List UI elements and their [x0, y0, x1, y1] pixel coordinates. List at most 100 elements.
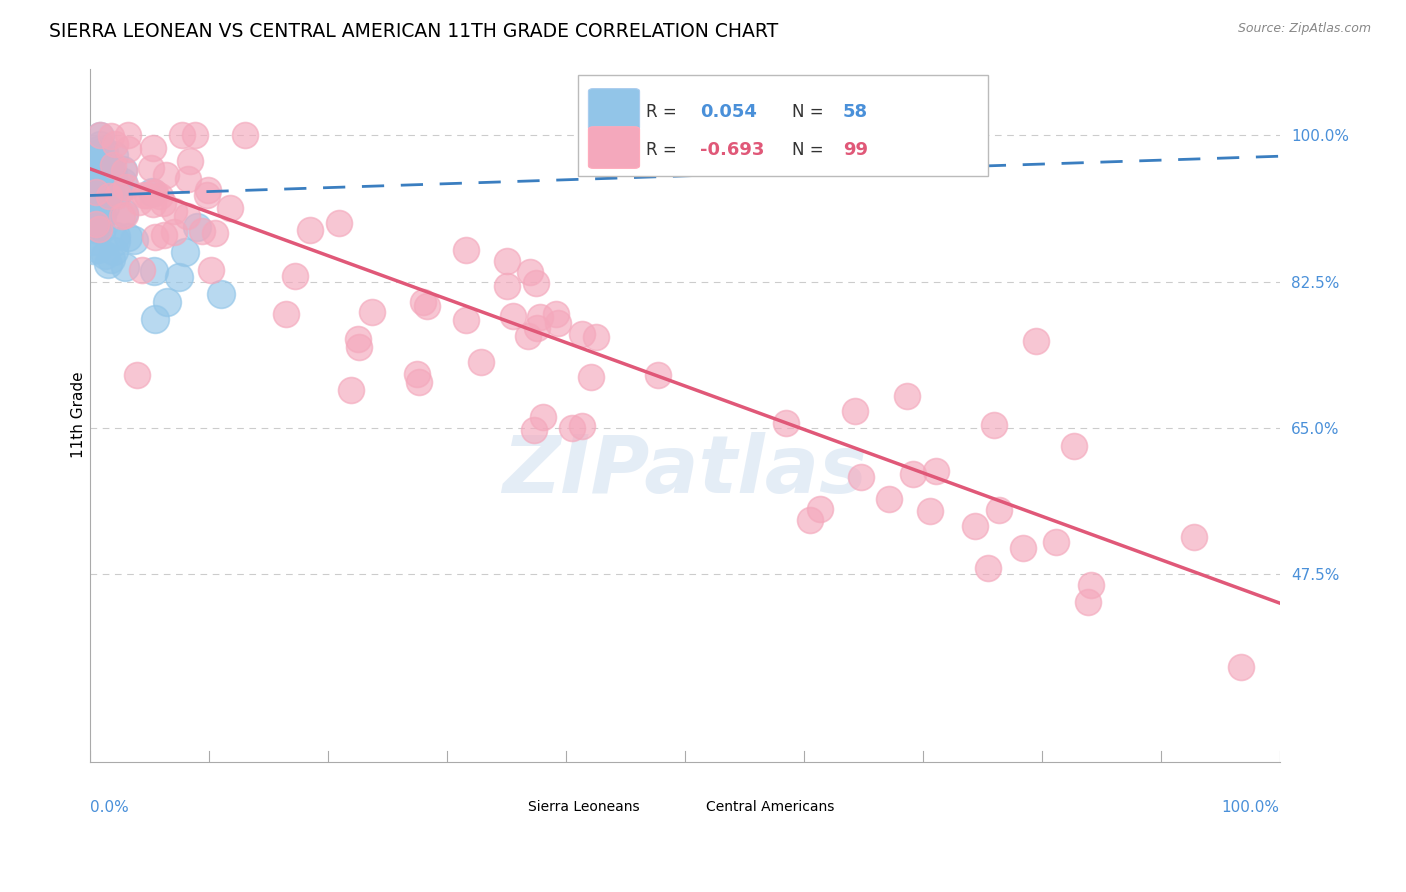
Point	[142, 197, 165, 211]
Text: Central Americans: Central Americans	[706, 800, 835, 814]
FancyBboxPatch shape	[669, 797, 703, 817]
Point	[162, 204, 184, 219]
Point	[454, 243, 477, 257]
Point	[93, 167, 115, 181]
Point	[328, 216, 350, 230]
Point	[177, 172, 200, 186]
Text: SIERRA LEONEAN VS CENTRAL AMERICAN 11TH GRADE CORRELATION CHART: SIERRA LEONEAN VS CENTRAL AMERICAN 11TH …	[49, 22, 779, 41]
Point	[114, 260, 136, 274]
Point	[84, 222, 107, 236]
Point	[495, 253, 517, 268]
Point	[112, 164, 135, 178]
Point	[101, 166, 124, 180]
Text: ZIPatlas: ZIPatlas	[502, 432, 868, 509]
Point	[529, 310, 551, 324]
Point	[1080, 578, 1102, 592]
Point	[579, 370, 602, 384]
Point	[80, 202, 103, 216]
Point	[90, 223, 112, 237]
Point	[523, 423, 546, 437]
Point	[412, 294, 434, 309]
Text: R =: R =	[645, 103, 682, 120]
Point	[87, 222, 110, 236]
Point	[179, 154, 201, 169]
Point	[347, 332, 370, 346]
Point	[117, 230, 139, 244]
Point	[100, 165, 122, 179]
Point	[284, 268, 307, 283]
Point	[103, 136, 125, 151]
Point	[101, 159, 124, 173]
Point	[143, 312, 166, 326]
Text: Sierra Leoneans: Sierra Leoneans	[527, 800, 640, 814]
Point	[86, 242, 108, 256]
Point	[84, 158, 107, 172]
Point	[84, 185, 107, 199]
Point	[80, 205, 103, 219]
Point	[86, 143, 108, 157]
FancyBboxPatch shape	[578, 76, 988, 176]
Point	[104, 229, 127, 244]
Point	[647, 368, 669, 382]
Point	[918, 504, 941, 518]
Point	[97, 184, 120, 198]
FancyBboxPatch shape	[588, 127, 640, 169]
Point	[988, 503, 1011, 517]
Point	[544, 307, 567, 321]
Point	[142, 141, 165, 155]
Point	[186, 220, 208, 235]
Point	[111, 163, 134, 178]
Point	[209, 287, 232, 301]
Point	[104, 234, 127, 248]
Text: Source: ZipAtlas.com: Source: ZipAtlas.com	[1237, 22, 1371, 36]
Point	[877, 492, 900, 507]
Point	[903, 467, 925, 481]
Point	[114, 180, 136, 194]
Point	[143, 185, 166, 199]
Point	[184, 128, 207, 143]
Text: 0.0%: 0.0%	[90, 800, 128, 815]
Point	[516, 328, 538, 343]
Point	[571, 418, 593, 433]
Point	[1063, 439, 1085, 453]
Point	[219, 202, 242, 216]
Point	[84, 169, 107, 184]
Point	[131, 263, 153, 277]
Point	[200, 262, 222, 277]
Point	[1182, 530, 1205, 544]
Point	[470, 355, 492, 369]
Point	[94, 179, 117, 194]
Point	[844, 404, 866, 418]
Point	[1230, 659, 1253, 673]
Point	[454, 313, 477, 327]
Point	[526, 321, 548, 335]
Point	[983, 417, 1005, 432]
Point	[89, 128, 111, 143]
Text: 0.054: 0.054	[700, 103, 756, 120]
Point	[965, 519, 987, 533]
Point	[502, 309, 524, 323]
Point	[406, 367, 429, 381]
Point	[84, 167, 107, 181]
Point	[585, 330, 607, 344]
Point	[176, 209, 198, 223]
Point	[117, 142, 139, 156]
Text: 100.0%: 100.0%	[1222, 800, 1279, 815]
Point	[163, 225, 186, 239]
FancyBboxPatch shape	[491, 797, 524, 817]
Point	[167, 270, 190, 285]
Point	[93, 144, 115, 158]
Point	[274, 307, 297, 321]
Point	[125, 368, 148, 382]
Point	[108, 184, 131, 198]
Point	[1045, 535, 1067, 549]
Point	[408, 376, 430, 390]
Point	[849, 470, 872, 484]
Point	[100, 184, 122, 198]
Point	[810, 501, 832, 516]
Point	[136, 187, 159, 202]
Point	[132, 188, 155, 202]
Point	[97, 158, 120, 172]
Point	[156, 295, 179, 310]
Point	[799, 513, 821, 527]
